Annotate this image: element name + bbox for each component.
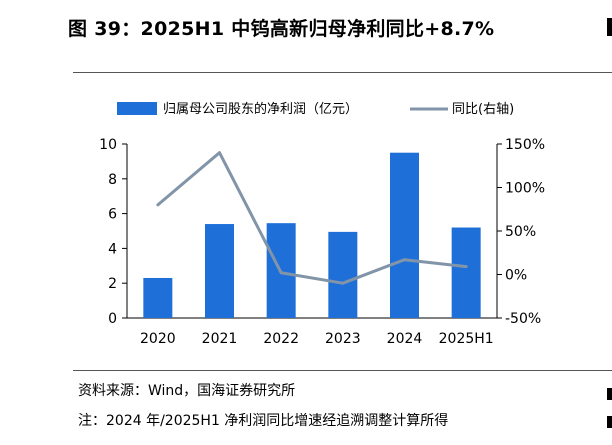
line-point — [341, 281, 345, 285]
bar — [451, 227, 481, 318]
y-right-tick-label: 100% — [505, 181, 545, 197]
y-right-tick-label: 150% — [505, 137, 545, 153]
line-point — [464, 265, 468, 269]
edge-mark-top — [607, 18, 612, 36]
bar — [143, 277, 173, 318]
edge-mark-bottom-2 — [607, 416, 612, 428]
legend-line-label: 同比(右轴) — [452, 102, 514, 117]
legend-bar-label: 归属母公司股东的净利润（亿元） — [163, 101, 358, 117]
line-point — [218, 151, 221, 155]
line-point — [403, 258, 406, 262]
y-left-tick-label: 0 — [108, 311, 117, 327]
bar — [390, 152, 419, 318]
footnote: 注：2024 年/2025H1 净利润同比增速经追溯调整计算所得 — [78, 413, 449, 429]
bars — [143, 152, 481, 318]
x-tick-label: 2021 — [202, 331, 238, 347]
bar — [205, 224, 234, 318]
legend-bar-swatch — [117, 102, 157, 115]
y-left-tick-label: 4 — [108, 241, 117, 257]
x-tick-label: 2024 — [387, 331, 423, 347]
bottom-rule — [73, 370, 612, 371]
y-right-tick-label: 50% — [505, 224, 536, 240]
line-series — [156, 151, 468, 285]
source-note: 资料来源：Wind，国海证券研究所 — [78, 383, 296, 399]
x-tick-label: 2025H1 — [439, 331, 494, 347]
x-tick-label: 2022 — [263, 331, 299, 347]
tick-labels: 0 2 4 6 8 10 -50% 0% 50% 100% 150% 2020 2021 2022 2023… — [99, 137, 545, 347]
y-right-tick-label: 0% — [505, 268, 527, 284]
bar — [328, 231, 358, 318]
axes — [122, 143, 502, 319]
line-point — [156, 203, 160, 207]
x-tick-label: 2023 — [325, 331, 361, 347]
y-left-tick-label: 8 — [108, 172, 117, 188]
y-left-tick-label: 10 — [99, 137, 117, 153]
yoy-line — [156, 151, 467, 285]
y-right-tick-label: -50% — [505, 311, 541, 327]
line-point — [279, 271, 283, 275]
y-left-tick-label: 2 — [108, 276, 117, 292]
edge-mark-bottom-1 — [607, 388, 612, 400]
top-rule — [73, 72, 612, 73]
legend: 归属母公司股东的净利润（亿元） 同比(右轴) — [117, 101, 514, 117]
figure-title: 图 39：2025H1 中钨高新归母净利同比+8.7% — [68, 18, 495, 40]
x-tick-label: 2020 — [140, 331, 176, 347]
y-left-tick-label: 6 — [108, 207, 117, 223]
chart: 归属母公司股东的净利润（亿元） 同比(右轴) 0 2 4 6 8 10 -50% 0% 50% 1… — [99, 101, 545, 347]
